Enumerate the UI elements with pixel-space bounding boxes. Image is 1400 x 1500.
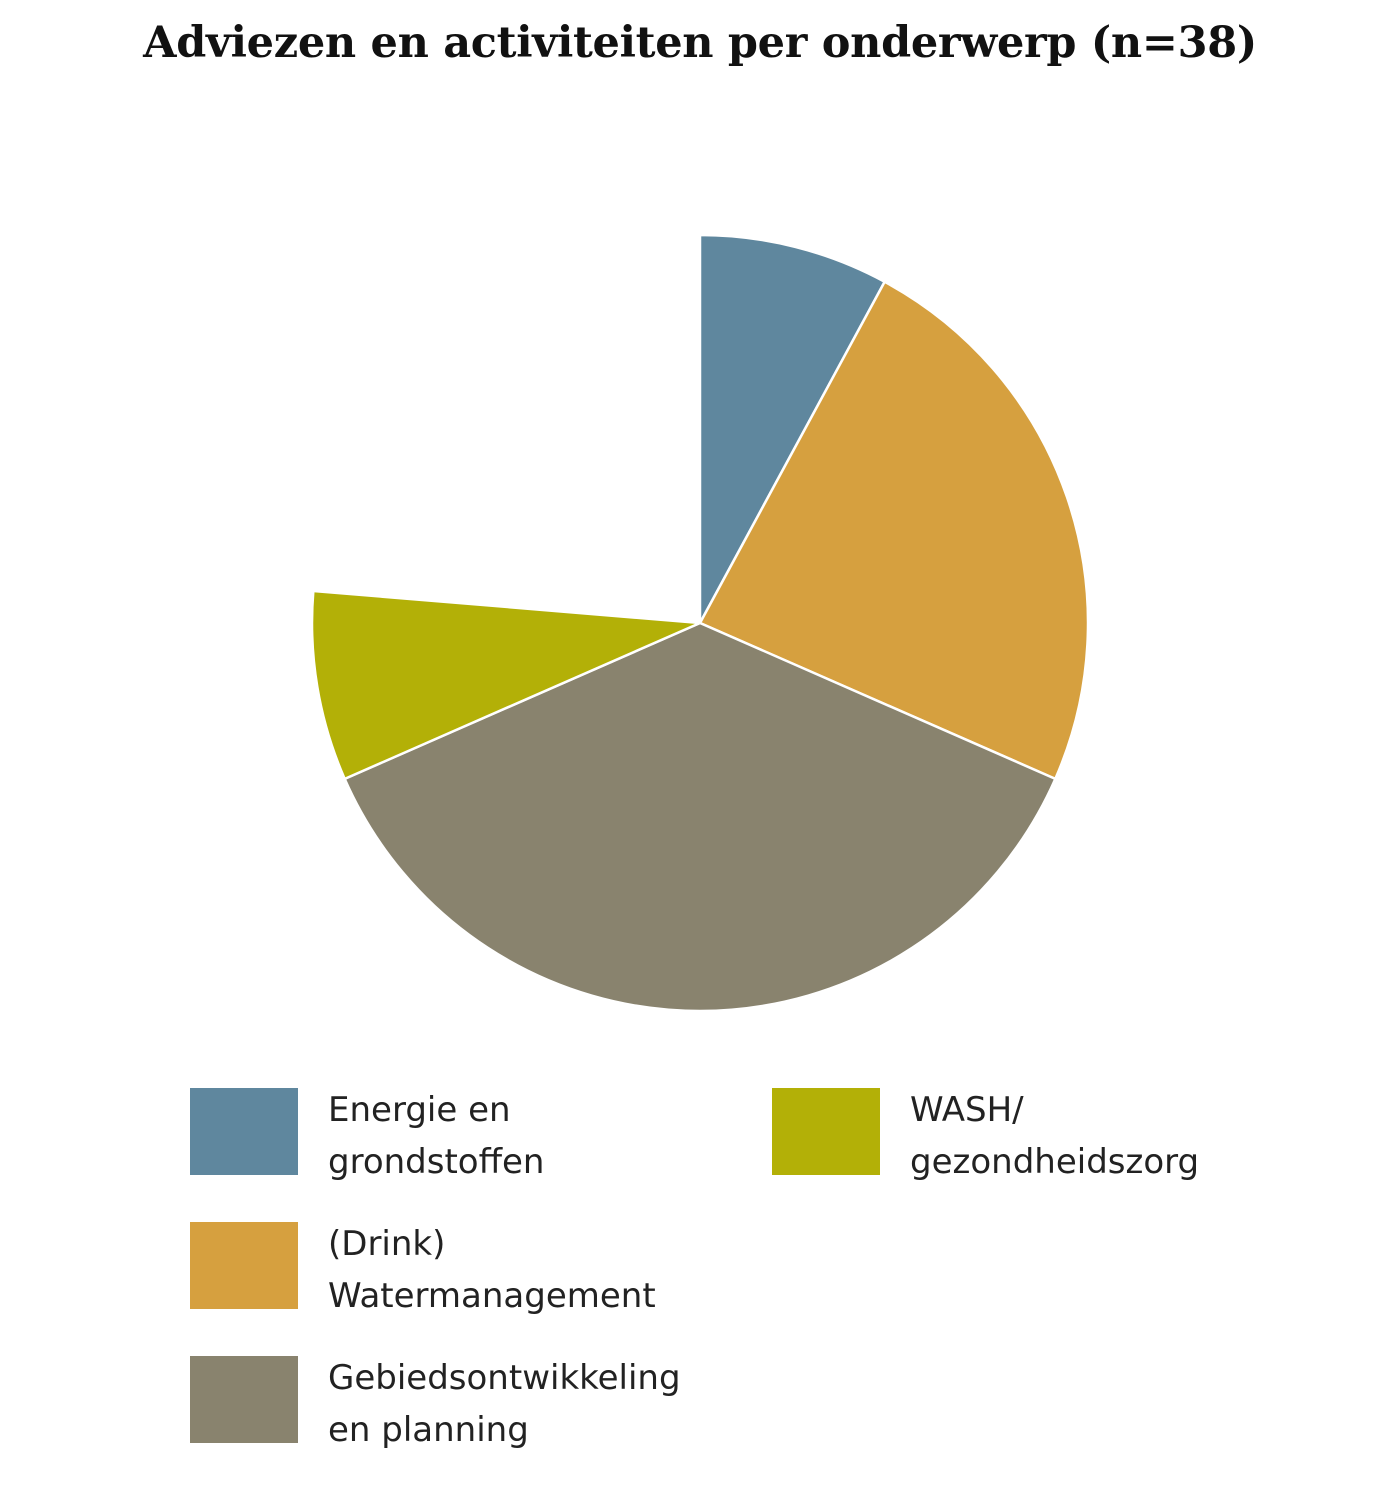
legend-label: WASH/ gezondheidszorg: [910, 1090, 1200, 1182]
pie-slice-energie-en-grondstoffen: [698, 233, 886, 625]
legend-swatch: [190, 1356, 298, 1443]
legend-swatch: [190, 1222, 298, 1309]
pie-slices: [310, 233, 1090, 1013]
legend-swatch: [772, 1088, 880, 1175]
pie-slice-drink-watermanagement: [698, 280, 1090, 781]
legend-swatch: [190, 1088, 298, 1175]
pie-slice-gebiedsontwikkeling-en-planning: [343, 621, 1057, 1013]
chart-title: Adviezen en activiteiten per onderwerp (…: [143, 18, 1257, 68]
legend-label: Energie en grondstoffen: [328, 1090, 545, 1182]
legend-label: (Drink) Watermanagement: [328, 1224, 656, 1316]
pie-slice-wash-gezondheidszorg: [310, 589, 702, 781]
legend-label: Gebiedsontwikkeling en planning: [328, 1358, 681, 1450]
pie-chart: [310, 233, 1090, 1013]
